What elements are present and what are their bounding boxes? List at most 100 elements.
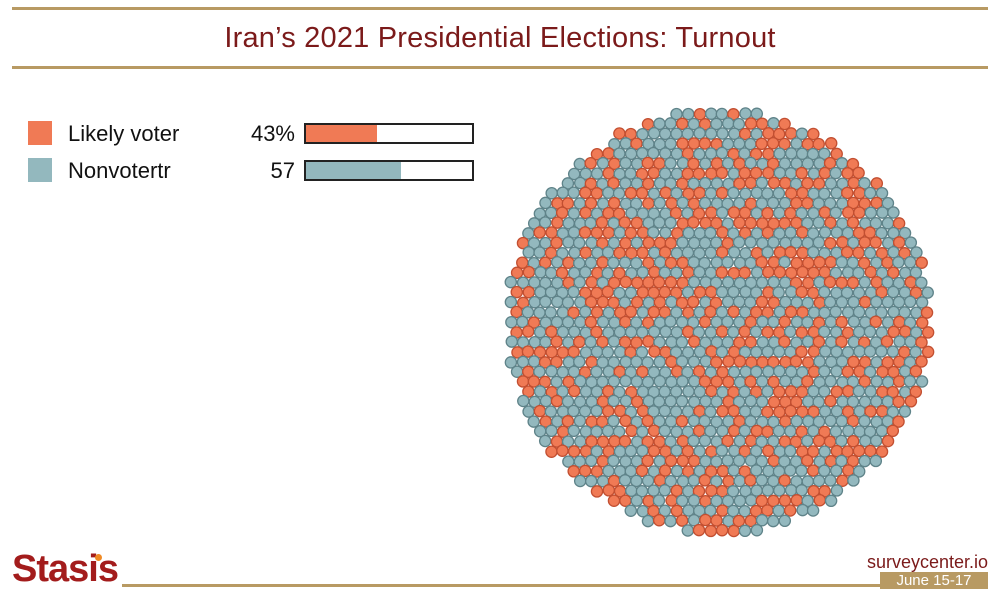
dot-nonvoter (602, 186, 615, 199)
dot-nonvoter (903, 295, 917, 309)
dot-nonvoter (858, 454, 871, 468)
dot-nonvoter (551, 295, 564, 309)
dot-nonvoter (733, 494, 747, 508)
dot-nonvoter (687, 355, 701, 368)
dot-likely-voter (909, 385, 923, 399)
dot-nonvoter (875, 226, 888, 240)
dot-likely-voter (584, 156, 597, 170)
dot-likely-voter (618, 435, 632, 448)
dot-nonvoter (544, 306, 557, 319)
dot-nonvoter (659, 226, 672, 240)
dot-nonvoter (830, 186, 843, 200)
dot-likely-voter (755, 295, 769, 309)
dot-likely-voter (807, 345, 821, 358)
dot-nonvoter (505, 335, 519, 348)
dot-nonvoter (675, 394, 689, 408)
dot-nonvoter (533, 246, 546, 259)
dot-likely-voter (773, 265, 787, 279)
dot-nonvoter (653, 355, 666, 369)
dot-likely-voter (779, 176, 792, 190)
dot-nonvoter (807, 245, 820, 259)
dot-likely-voter (704, 285, 718, 299)
dot-nonvoter (670, 464, 684, 478)
dot-nonvoter (783, 444, 797, 458)
dot-nonvoter (687, 434, 700, 448)
dot-nonvoter (727, 246, 741, 259)
dot-likely-voter (590, 485, 604, 498)
legend-row-nonvoter: Nonvotertr 57 (28, 152, 488, 186)
dot-likely-voter (636, 246, 649, 259)
dot-nonvoter (801, 296, 815, 310)
dot-nonvoter (893, 335, 906, 348)
dot-nonvoter (750, 186, 764, 200)
dot-nonvoter (664, 117, 677, 130)
dot-nonvoter (607, 375, 621, 388)
dot-likely-voter (619, 414, 632, 428)
dot-nonvoter (544, 266, 558, 280)
dot-nonvoter (863, 365, 877, 379)
dot-nonvoter (869, 434, 883, 447)
dot-nonvoter (538, 216, 552, 229)
dot-nonvoter (761, 246, 774, 259)
dot-nonvoter (909, 266, 923, 279)
dot-nonvoter (773, 484, 786, 497)
dot-nonvoter (658, 404, 672, 418)
dot-nonvoter (527, 415, 540, 428)
dot-likely-voter (767, 454, 781, 468)
dot-nonvoter (767, 236, 780, 249)
dot-nonvoter (738, 524, 752, 538)
dot-nonvoter (704, 326, 718, 339)
dot-nonvoter (584, 335, 597, 349)
dot-likely-voter (835, 335, 848, 349)
dot-likely-voter (840, 245, 854, 259)
dot-nonvoter (561, 296, 575, 309)
dot-nonvoter (670, 186, 683, 200)
dot-nonvoter (669, 385, 683, 398)
legend-label-likely-voter: Likely voter (68, 121, 180, 146)
dot-likely-voter (921, 345, 935, 359)
dot-nonvoter (910, 246, 923, 259)
stasis-logo: Stasis (12, 548, 119, 591)
dot-nonvoter (619, 137, 633, 150)
dot-likely-voter (813, 493, 827, 507)
dot-nonvoter (669, 405, 683, 418)
dot-likely-voter (510, 305, 523, 319)
dot-likely-voter (784, 127, 798, 140)
dot-likely-voter (796, 226, 809, 239)
dot-likely-voter (635, 464, 649, 478)
dot-nonvoter (527, 355, 541, 368)
dot-likely-voter (749, 166, 763, 180)
dot-nonvoter (528, 295, 541, 309)
dot-nonvoter (778, 514, 792, 528)
dot-nonvoter (824, 474, 837, 487)
dot-likely-voter (596, 256, 609, 269)
footer-rule (122, 584, 988, 587)
dot-likely-voter (510, 285, 524, 299)
dot-nonvoter (676, 375, 689, 388)
dot-likely-voter (555, 266, 569, 280)
dot-nonvoter (812, 216, 826, 229)
dot-nonvoter (704, 107, 718, 120)
bar-track-nonvoter (304, 160, 474, 181)
dot-nonvoter (910, 306, 923, 319)
dot-nonvoter (749, 286, 763, 299)
dot-likely-voter (778, 474, 791, 487)
dot-likely-voter (892, 375, 906, 388)
dot-likely-voter (801, 196, 814, 210)
dot-nonvoter (842, 424, 855, 438)
dot-nonvoter (852, 286, 866, 300)
dot-likely-voter (846, 157, 860, 171)
dot-likely-voter (778, 315, 792, 329)
site-url: surveycenter.io (866, 552, 988, 572)
dot-nonvoter (687, 414, 701, 428)
logo-dot (95, 554, 102, 561)
dot-nonvoter (568, 246, 581, 259)
dot-nonvoter (755, 455, 769, 468)
dot-nonvoter (573, 275, 586, 289)
dot-nonvoter (704, 147, 718, 160)
dot-likely-voter (807, 365, 821, 378)
dot-nonvoter (624, 325, 638, 339)
legend-value-likely-voter: 43% (250, 121, 295, 146)
dot-likely-voter (727, 404, 741, 418)
dot-nonvoter (915, 276, 928, 289)
